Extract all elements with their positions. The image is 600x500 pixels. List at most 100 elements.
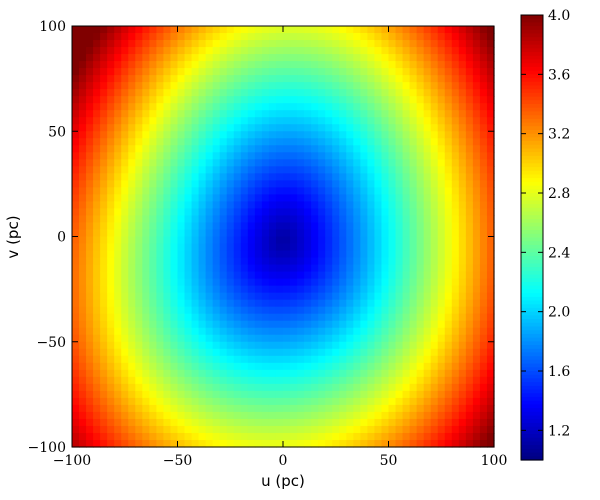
- heatmap-cell: [402, 383, 411, 392]
- heatmap-cell: [233, 271, 242, 280]
- heatmap-cell: [149, 411, 157, 420]
- heatmap-cell: [444, 229, 453, 238]
- heatmap-cell: [304, 159, 312, 167]
- heatmap-cell: [395, 166, 404, 174]
- heatmap-cell: [212, 425, 221, 434]
- heatmap-cell: [402, 222, 411, 231]
- heatmap-cell: [437, 355, 446, 364]
- heatmap-cell: [233, 383, 242, 392]
- heatmap-cell: [233, 222, 242, 231]
- heatmap-cell: [395, 131, 404, 139]
- heatmap-cell: [177, 320, 186, 329]
- heatmap-cell: [268, 306, 277, 315]
- heatmap-cell: [486, 383, 495, 392]
- heatmap-cell: [465, 40, 474, 48]
- heatmap-cell: [86, 89, 94, 97]
- colorbar-segment: [521, 337, 543, 342]
- heatmap-cell: [402, 348, 411, 357]
- heatmap-cell: [93, 166, 101, 174]
- heatmap-cell: [72, 313, 80, 322]
- heatmap-cell: [437, 145, 446, 153]
- heatmap-cell: [395, 355, 404, 364]
- heatmap-cell: [149, 369, 157, 378]
- heatmap-cell: [311, 117, 319, 125]
- heatmap-cell: [128, 271, 136, 280]
- heatmap-cell: [156, 313, 165, 322]
- heatmap-cell: [290, 278, 298, 287]
- heatmap-cell: [72, 117, 80, 125]
- heatmap-cell: [170, 194, 179, 203]
- heatmap-cell: [93, 229, 101, 238]
- heatmap-cell: [283, 152, 291, 160]
- heatmap-cell: [275, 215, 284, 224]
- heatmap-cell: [353, 138, 361, 146]
- heatmap-cell: [409, 173, 418, 181]
- heatmap-cell: [170, 257, 179, 266]
- heatmap-cell: [149, 117, 157, 125]
- heatmap-cell: [163, 292, 172, 301]
- heatmap-cell: [128, 138, 136, 146]
- heatmap-cell: [100, 306, 108, 315]
- heatmap-cell: [353, 40, 361, 48]
- heatmap-cell: [444, 313, 453, 322]
- heatmap-cell: [486, 194, 495, 203]
- heatmap-cell: [135, 68, 143, 76]
- heatmap-cell: [247, 40, 256, 48]
- heatmap-cell: [423, 187, 432, 195]
- heatmap-cell: [128, 82, 136, 90]
- heatmap-cell: [163, 138, 172, 146]
- heatmap-cell: [149, 82, 157, 90]
- heatmap-cell: [170, 292, 179, 301]
- heatmap-cell: [261, 383, 270, 392]
- heatmap-cell: [212, 236, 221, 245]
- heatmap-cell: [254, 89, 263, 97]
- heatmap-cell: [304, 117, 312, 125]
- heatmap-cell: [409, 180, 418, 188]
- heatmap-cell: [156, 348, 165, 357]
- heatmap-cell: [311, 362, 319, 371]
- heatmap-cell: [261, 180, 270, 188]
- heatmap-cell: [332, 327, 340, 336]
- heatmap-cell: [198, 194, 207, 203]
- heatmap-cell: [290, 432, 298, 441]
- colorbar-segment: [521, 185, 543, 190]
- heatmap-cell: [212, 348, 221, 357]
- heatmap-cell: [381, 229, 390, 238]
- heatmap-cell: [177, 124, 186, 132]
- heatmap-cell: [170, 243, 179, 252]
- heatmap-cell: [268, 222, 277, 231]
- heatmap-cell: [128, 222, 136, 231]
- heatmap-cell: [339, 376, 347, 385]
- heatmap-cell: [402, 180, 411, 188]
- heatmap-cell: [135, 397, 143, 406]
- heatmap-cell: [339, 404, 347, 413]
- heatmap-cell: [184, 173, 193, 181]
- heatmap-cell: [444, 439, 453, 448]
- heatmap-cell: [409, 82, 418, 90]
- colorbar-segment: [521, 33, 543, 38]
- heatmap-cell: [437, 103, 446, 111]
- heatmap-cell: [311, 68, 319, 76]
- heatmap-cell: [72, 327, 80, 336]
- heatmap-cell: [247, 278, 256, 287]
- heatmap-cell: [226, 138, 235, 146]
- heatmap-cell: [261, 327, 270, 336]
- heatmap-cell: [325, 257, 333, 266]
- heatmap-cell: [121, 320, 129, 329]
- heatmap-cell: [163, 348, 172, 357]
- heatmap-cell: [367, 96, 376, 104]
- heatmap-cell: [128, 75, 136, 83]
- heatmap-cell: [339, 166, 347, 174]
- heatmap-cell: [451, 145, 460, 153]
- heatmap-cell: [247, 348, 256, 357]
- heatmap-cell: [283, 89, 291, 97]
- heatmap-cell: [339, 250, 347, 259]
- heatmap-cell: [346, 390, 354, 399]
- heatmap-cell: [198, 82, 207, 90]
- heatmap-cell: [247, 306, 256, 315]
- heatmap-cell: [311, 411, 319, 420]
- heatmap-cell: [339, 110, 347, 118]
- heatmap-cell: [163, 96, 172, 104]
- heatmap-cell: [128, 201, 136, 210]
